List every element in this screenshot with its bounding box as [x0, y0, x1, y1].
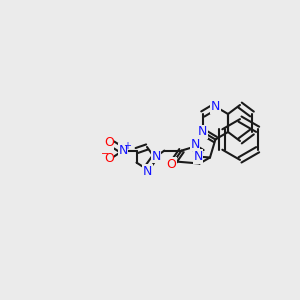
Text: N: N [193, 150, 203, 163]
Text: N: N [118, 144, 128, 157]
Text: N: N [142, 165, 152, 178]
Text: O: O [104, 136, 114, 149]
Text: −: − [101, 149, 109, 160]
Text: N: N [190, 137, 200, 151]
Text: N: N [198, 125, 208, 139]
Text: N: N [151, 149, 161, 163]
Text: N: N [211, 100, 220, 113]
Text: O: O [166, 158, 176, 171]
Text: +: + [123, 141, 130, 151]
Text: O: O [104, 152, 114, 166]
